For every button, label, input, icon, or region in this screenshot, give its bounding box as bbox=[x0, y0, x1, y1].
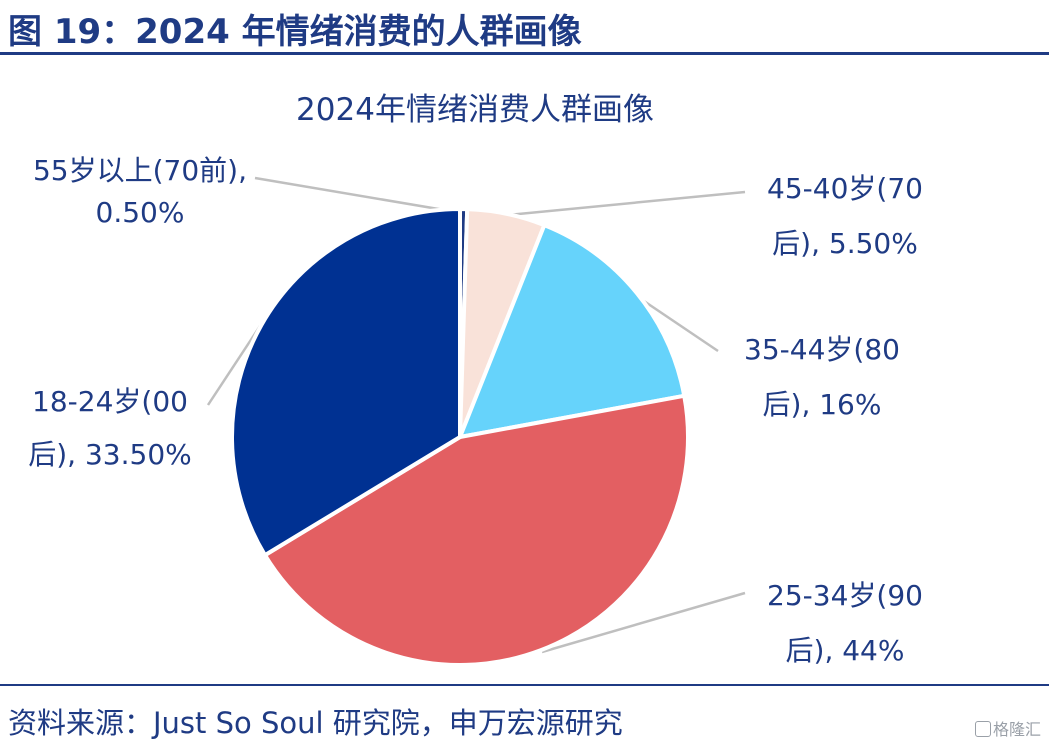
header-rule bbox=[0, 52, 1049, 55]
pie-slice-2 bbox=[458, 223, 687, 439]
source-note: 资料来源：Just So Soul 研究院，申万宏源研究 bbox=[8, 706, 623, 740]
slice-label-1-line-1: 45-40岁(70 bbox=[767, 172, 923, 205]
figure-header: 图 19：2024 年情绪消费的人群画像 bbox=[0, 0, 1049, 56]
slice-labels: 55岁以上(70前), 0.50% 45-40岁(70 后), 5.50% 35-44岁… bbox=[28, 154, 923, 667]
pie-slices bbox=[230, 206, 690, 667]
slice-label-3-line-2: 后), 44% bbox=[786, 634, 905, 667]
leader-line-2 bbox=[634, 293, 719, 353]
watermark-logo-icon bbox=[974, 721, 991, 737]
watermark: 格隆汇 bbox=[974, 716, 1041, 740]
pie-slice-3 bbox=[262, 393, 690, 667]
leader-line-4 bbox=[206, 325, 262, 406]
slice-label-2-line-2: 后), 16% bbox=[763, 388, 882, 421]
slice-label-0-line-1: 55岁以上(70前), bbox=[33, 154, 247, 187]
slice-label-4-line-2: 后), 33.50% bbox=[28, 438, 192, 471]
watermark-text: 格隆汇 bbox=[992, 720, 1041, 739]
leader-line-3 bbox=[541, 591, 746, 654]
footer-rule bbox=[0, 684, 1049, 686]
leader-line-0 bbox=[254, 176, 463, 215]
slice-label-3-line-1: 25-34岁(90 bbox=[767, 579, 923, 612]
figure-title: 图 19：2024 年情绪消费的人群画像 bbox=[8, 12, 582, 52]
chart-title: 2024年情绪消费人群画像 bbox=[296, 92, 654, 128]
slice-label-2-line-1: 35-44岁(80 bbox=[744, 333, 900, 366]
leader-line-1 bbox=[507, 190, 746, 217]
slice-label-1-line-2: 后), 5.50% bbox=[772, 227, 918, 260]
pie-slice-4 bbox=[230, 207, 462, 558]
leader-lines bbox=[206, 176, 746, 654]
slice-label-4-line-1: 18-24岁(00 bbox=[32, 385, 188, 418]
slice-label-0-line-2: 0.50% bbox=[96, 196, 185, 229]
